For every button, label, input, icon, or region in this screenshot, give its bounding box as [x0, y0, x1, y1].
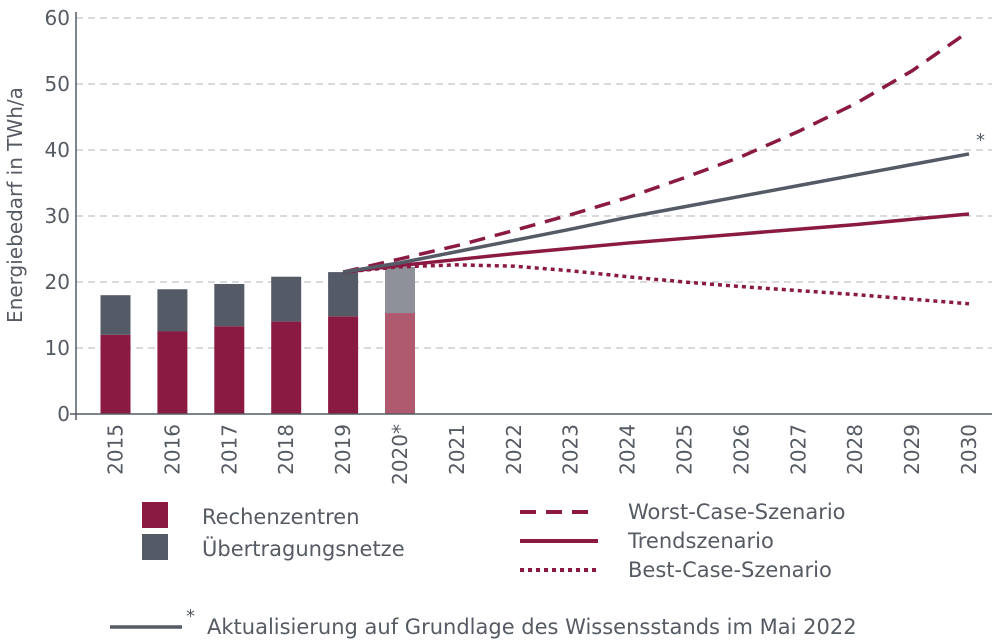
axes [70, 12, 992, 420]
legend-label-worst-case-szenario: Worst-Case-Szenario [628, 500, 846, 524]
x-tick-label: 2026 [729, 424, 753, 475]
x-tick-label: 2025 [673, 424, 697, 475]
bar-uebertragungsnetze [385, 266, 415, 314]
x-tick-label: 2024 [616, 424, 640, 475]
x-tick-label: 2018 [274, 424, 298, 475]
footnote-marker: * [186, 606, 195, 627]
y-tick-label: 20 [45, 270, 70, 294]
x-tick-label: 2030 [957, 424, 981, 475]
line-series [342, 29, 970, 306]
bar-uebertragungsnetze [328, 272, 359, 317]
y-axis-label: Energiebedarf in TWh/a [3, 87, 27, 323]
bar-series [100, 266, 415, 414]
bar-rechenzentren [100, 334, 131, 414]
line-updated-trend [342, 152, 970, 274]
x-tick-label: 2017 [217, 424, 241, 475]
grid-lines [76, 17, 992, 349]
x-tick-label: 2023 [559, 424, 583, 475]
y-tick-label: 50 [45, 72, 70, 96]
legend-label-uebertragungsnetze: Übertragungsnetze [202, 536, 405, 561]
line-trendszenario [342, 212, 970, 274]
bar-rechenzentren [271, 321, 302, 414]
legend-label-rechenzentren: Rechenzentren [202, 505, 360, 529]
y-tick-label: 60 [45, 6, 70, 30]
line-worst-case-szenario [342, 29, 970, 274]
legend-swatch-rechenzentren [142, 502, 168, 528]
bar-rechenzentren [328, 316, 359, 414]
x-tick-label: 2015 [104, 424, 128, 475]
x-tick-label: 2016 [160, 424, 184, 475]
y-tick-label: 10 [45, 336, 70, 360]
x-tick-label: 2019 [331, 424, 355, 475]
y-tick-label: 0 [57, 402, 70, 426]
y-tick-labels: 0 10 20 30 40 50 60 [45, 6, 70, 426]
x-tick-label: 2027 [786, 424, 810, 475]
legend: Rechenzentren Übertragungsnetze Worst-Case… [142, 500, 846, 582]
y-tick-label: 40 [45, 138, 70, 162]
x-tick-label: 2029 [900, 424, 924, 475]
bar-uebertragungsnetze [214, 283, 245, 327]
bar-uebertragungsnetze [271, 276, 302, 322]
footnote: * Aktualisierung auf Grundlage des Wisse… [110, 606, 857, 639]
y-tick-label: 30 [45, 204, 70, 228]
legend-swatch-uebertragungsnetze [142, 534, 168, 560]
x-tick-label: 2020* [388, 424, 412, 485]
bar-uebertragungsnetze [157, 289, 188, 332]
legend-label-best-case-szenario: Best-Case-Szenario [628, 558, 832, 582]
bar-uebertragungsnetze [100, 295, 131, 335]
line-best-case-szenario [342, 263, 970, 306]
x-tick-label: 2021 [445, 424, 469, 475]
footnote-text: Aktualisierung auf Grundlage des Wissens… [207, 615, 857, 639]
legend-label-trendszenario: Trendszenario [627, 529, 774, 553]
x-tick-labels: 2015 2016 2017 2018 2019 2020* 2021 2022 2023 202… [104, 424, 982, 485]
bar-rechenzentren [385, 313, 415, 414]
x-tick-label: 2028 [843, 424, 867, 475]
series-end-marker: * [976, 130, 985, 151]
bar-rechenzentren [157, 331, 188, 414]
bar-rechenzentren [214, 326, 245, 414]
x-tick-label: 2022 [502, 424, 526, 475]
